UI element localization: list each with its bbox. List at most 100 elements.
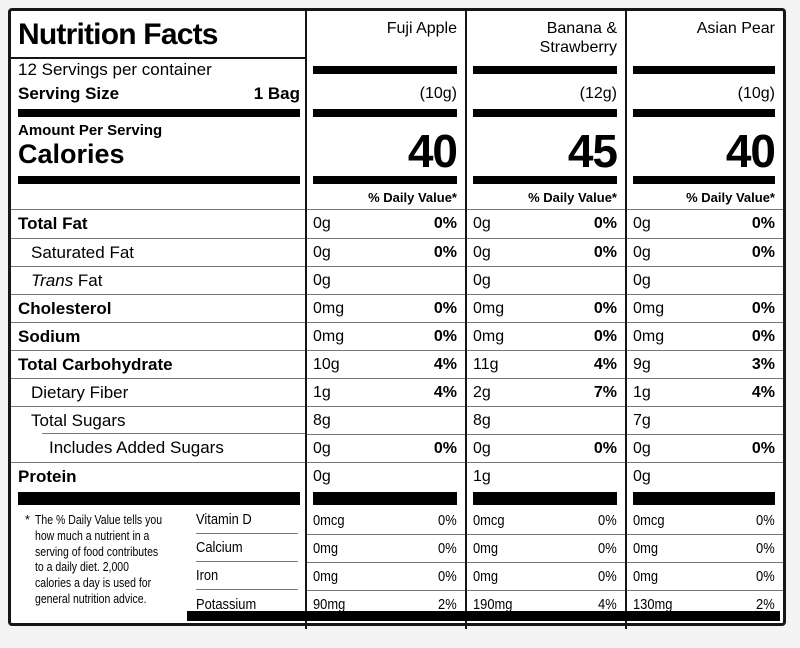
serving-size-row: Serving Size 1 Bag bbox=[11, 81, 305, 106]
serving-size-label: Serving Size bbox=[18, 83, 120, 103]
title-row: Nutrition Facts bbox=[11, 11, 305, 59]
vitamin-labels: Vitamin D Calcium Iron Potassium bbox=[196, 506, 300, 629]
thick-divider bbox=[467, 106, 625, 119]
nutrient-label: Protein bbox=[18, 466, 77, 486]
servings-row: 12 Servings per container bbox=[11, 59, 305, 81]
vitamin-row-calcium: Calcium bbox=[196, 534, 298, 562]
vitamin-values: 130mg 2% bbox=[627, 590, 783, 618]
nutrient-values: 11g 4% bbox=[467, 350, 625, 378]
nutrient-row-dietary-fiber: Dietary Fiber bbox=[11, 378, 305, 406]
vitamin-label: Calcium bbox=[196, 539, 243, 556]
nutrient-row-sodium: Sodium bbox=[11, 322, 305, 350]
nutrient-label: Saturated Fat bbox=[31, 242, 135, 262]
nutrient-values: 0g 0% bbox=[307, 238, 465, 266]
thick-divider bbox=[307, 59, 465, 81]
amount-per-serving-label: Amount Per Serving bbox=[18, 122, 163, 139]
daily-value-header: % Daily Value* bbox=[307, 186, 465, 210]
thick-divider bbox=[627, 106, 783, 119]
vitamin-values: 0mcg 0% bbox=[473, 511, 617, 529]
bottom-divider bbox=[187, 611, 780, 621]
nutrient-values: 0g 0% bbox=[627, 238, 783, 266]
nutrient-values: 8g bbox=[467, 406, 625, 434]
vitamin-label: Potassium bbox=[196, 595, 257, 613]
nutrient-values: 8g bbox=[307, 406, 465, 434]
servings-per-container: 12 Servings per container bbox=[18, 60, 212, 79]
nutrient-values: 0mg 0% bbox=[307, 294, 465, 322]
vitamin-values: 0mg 0% bbox=[467, 534, 625, 562]
footnote-and-vitamin-labels: * The % Daily Value tells you how much a… bbox=[11, 506, 305, 629]
footnote-text: The % Daily Value tells you how much a n… bbox=[35, 513, 163, 606]
nutrient-label: Cholesterol bbox=[18, 298, 112, 318]
thick-divider bbox=[627, 173, 783, 186]
nutrient-values: 1g bbox=[467, 462, 625, 490]
vitamin-row-iron: Iron bbox=[196, 562, 298, 590]
nutrient-values: 0g bbox=[307, 266, 465, 294]
calories-header: Amount Per Serving Calories bbox=[11, 119, 305, 173]
thick-divider bbox=[11, 173, 305, 186]
nutrient-label: Total Fat bbox=[18, 214, 88, 233]
nutrient-values: 0mg 0% bbox=[467, 322, 625, 350]
nutrient-values: 0g 0% bbox=[307, 434, 465, 462]
calories-value: 45 bbox=[567, 124, 618, 177]
calories-label: Calories bbox=[18, 139, 125, 169]
nutrient-values: 9g 3% bbox=[627, 350, 783, 378]
nutrient-row-total-fat: Total Fat bbox=[11, 210, 305, 238]
nutrient-values: 0g bbox=[467, 266, 625, 294]
nutrient-values: 0g 0% bbox=[467, 434, 625, 462]
nutrient-row-trans-fat: Trans Fat bbox=[11, 266, 305, 294]
thick-divider bbox=[467, 490, 625, 506]
footnote: * The % Daily Value tells you how much a… bbox=[18, 506, 196, 629]
nutrient-label: Sodium bbox=[18, 326, 81, 346]
nutrient-values: 0g 0% bbox=[473, 215, 617, 232]
vitamin-values: 0mg 0% bbox=[307, 562, 465, 590]
nutrient-label: Total Sugars bbox=[31, 410, 126, 430]
label-column: Nutrition Facts 12 Servings per containe… bbox=[11, 11, 305, 629]
nutrient-values: 0mg 0% bbox=[467, 294, 625, 322]
flavor-name: Fuji Apple bbox=[386, 20, 457, 37]
nutrient-values: 0g 0% bbox=[467, 238, 625, 266]
serving-weight: (10g) bbox=[419, 84, 457, 102]
serving-weight: (12g) bbox=[579, 84, 617, 102]
footnote-marker: * bbox=[25, 513, 30, 527]
daily-value-header-spacer bbox=[11, 186, 305, 210]
nutrient-values: 0mg 0% bbox=[627, 322, 783, 350]
calories-value: 40 bbox=[725, 124, 776, 177]
nutrient-values: 2g 7% bbox=[467, 378, 625, 406]
nutrient-values: 0mg 0% bbox=[307, 322, 465, 350]
daily-value-header: % Daily Value* bbox=[627, 186, 783, 210]
nutrient-values: 0g 0% bbox=[633, 215, 775, 232]
nutrient-row-saturated-fat: Saturated Fat bbox=[11, 238, 305, 266]
nutrient-row-total-sugars: Total Sugars bbox=[11, 406, 305, 434]
nutrient-label: Total Carbohydrate bbox=[18, 354, 173, 374]
vitamin-values: 0mg 0% bbox=[627, 534, 783, 562]
vitamin-values: 0mg 0% bbox=[307, 534, 465, 562]
nutrient-values: 0g bbox=[627, 462, 783, 490]
flavor-name: Asian Pear bbox=[696, 20, 775, 37]
vitamin-values: 90mg 2% bbox=[307, 590, 465, 618]
vitamin-values: 190mg 4% bbox=[467, 590, 625, 618]
nutrition-facts-label: Nutrition Facts 12 Servings per containe… bbox=[8, 8, 786, 629]
thick-divider bbox=[11, 106, 305, 119]
thick-divider bbox=[307, 106, 465, 119]
thick-divider bbox=[467, 59, 625, 81]
nutrient-values: 0g bbox=[307, 462, 465, 490]
flavor-name: Banana & Strawberry bbox=[539, 20, 617, 56]
thick-divider bbox=[307, 173, 465, 186]
nutrient-row-cholesterol: Cholesterol bbox=[11, 294, 305, 322]
nutrient-row-added-sugars: Includes Added Sugars bbox=[11, 433, 305, 462]
nutrient-values: 0g 0% bbox=[627, 434, 783, 462]
column-asian-pear: Asian Pear (10g) 40 % Daily Value* 0g 0% … bbox=[625, 11, 783, 629]
serving-size-value: 1 Bag bbox=[253, 83, 300, 103]
nutrient-label: Dietary Fiber bbox=[31, 382, 129, 402]
vitamin-row-potassium: Potassium bbox=[196, 590, 298, 618]
serving-weight: (10g) bbox=[737, 84, 775, 102]
thick-divider bbox=[627, 490, 783, 506]
vitamin-label: Iron bbox=[196, 567, 219, 584]
thick-divider bbox=[307, 490, 465, 506]
nutrient-label: Trans Fat bbox=[31, 270, 103, 290]
column-banana-strawberry: Banana & Strawberry (12g) 45 % Daily Valu… bbox=[465, 11, 625, 629]
nutrient-row-total-carbohydrate: Total Carbohydrate bbox=[11, 350, 305, 378]
thick-divider bbox=[627, 59, 783, 81]
vitamin-values: 0mg 0% bbox=[627, 562, 783, 590]
column-fuji-apple: Fuji Apple (10g) 40 % Daily Value* 0g 0% … bbox=[305, 11, 465, 629]
